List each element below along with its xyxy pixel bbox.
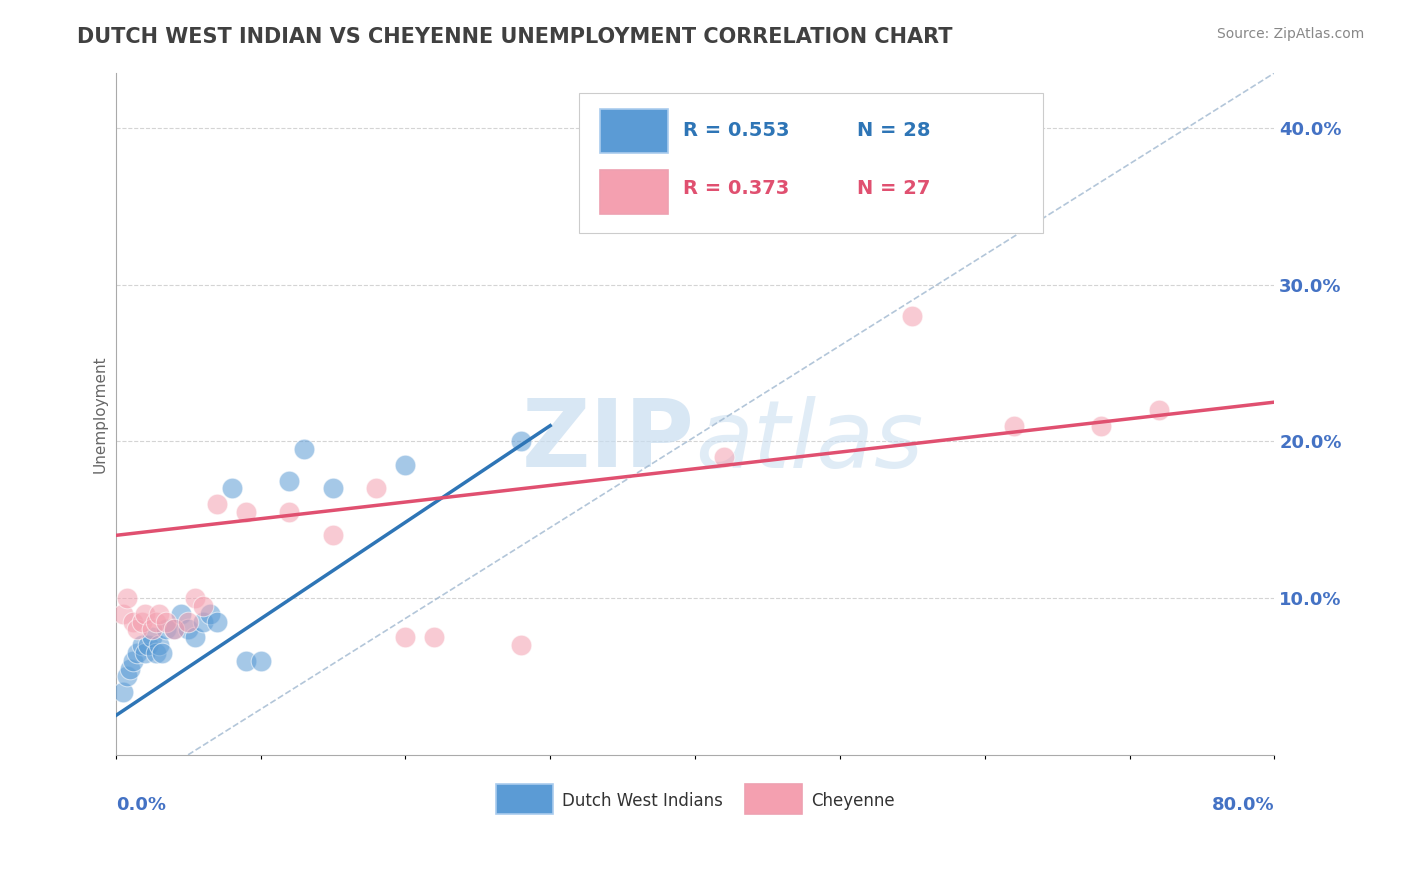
Point — [184, 630, 207, 644]
Point — [198, 607, 221, 621]
Point — [177, 623, 200, 637]
Point — [292, 442, 315, 457]
Point — [901, 309, 924, 323]
Point — [510, 638, 533, 652]
Point — [170, 607, 193, 621]
Point — [162, 623, 184, 637]
FancyBboxPatch shape — [600, 170, 668, 214]
Point — [162, 623, 184, 637]
Point — [177, 615, 200, 629]
Point — [150, 646, 173, 660]
FancyBboxPatch shape — [496, 784, 553, 814]
FancyBboxPatch shape — [600, 109, 668, 153]
Point — [145, 615, 167, 629]
Point — [205, 497, 228, 511]
Point — [131, 615, 153, 629]
Text: DUTCH WEST INDIAN VS CHEYENNE UNEMPLOYMENT CORRELATION CHART: DUTCH WEST INDIAN VS CHEYENNE UNEMPLOYME… — [77, 27, 953, 46]
Point — [235, 654, 257, 668]
Text: R = 0.553: R = 0.553 — [683, 120, 790, 140]
Point — [394, 458, 416, 472]
Point — [510, 434, 533, 449]
Point — [1002, 418, 1025, 433]
Point — [155, 615, 177, 629]
Point — [191, 599, 214, 613]
Text: Cheyenne: Cheyenne — [811, 792, 894, 810]
Point — [191, 615, 214, 629]
Point — [141, 623, 163, 637]
Point — [322, 528, 344, 542]
Text: N = 28: N = 28 — [858, 120, 931, 140]
Point — [122, 615, 145, 629]
Point — [134, 607, 156, 621]
Point — [120, 662, 142, 676]
Point — [205, 615, 228, 629]
Point — [127, 623, 149, 637]
Point — [155, 623, 177, 637]
Point — [117, 669, 139, 683]
Point — [127, 646, 149, 660]
Point — [184, 591, 207, 605]
Point — [111, 685, 134, 699]
Point — [713, 450, 735, 464]
Point — [148, 607, 170, 621]
Text: Source: ZipAtlas.com: Source: ZipAtlas.com — [1216, 27, 1364, 41]
Point — [122, 654, 145, 668]
Text: Dutch West Indians: Dutch West Indians — [562, 792, 723, 810]
Text: 0.0%: 0.0% — [115, 796, 166, 814]
Point — [117, 591, 139, 605]
Text: atlas: atlas — [695, 396, 924, 487]
Point — [136, 638, 159, 652]
Text: 80.0%: 80.0% — [1212, 796, 1274, 814]
Text: R = 0.373: R = 0.373 — [683, 178, 790, 198]
Y-axis label: Unemployment: Unemployment — [93, 355, 107, 473]
Point — [134, 646, 156, 660]
Point — [366, 481, 388, 495]
Point — [111, 607, 134, 621]
Point — [423, 630, 446, 644]
Text: ZIP: ZIP — [522, 395, 695, 487]
Point — [394, 630, 416, 644]
Point — [1090, 418, 1112, 433]
Point — [322, 481, 344, 495]
Point — [235, 505, 257, 519]
Point — [148, 638, 170, 652]
Point — [278, 505, 301, 519]
Point — [1147, 403, 1170, 417]
Point — [141, 630, 163, 644]
Point — [131, 638, 153, 652]
Text: N = 27: N = 27 — [858, 178, 931, 198]
Point — [221, 481, 243, 495]
FancyBboxPatch shape — [745, 784, 801, 814]
Point — [278, 474, 301, 488]
Point — [145, 646, 167, 660]
FancyBboxPatch shape — [579, 94, 1043, 233]
Point — [249, 654, 271, 668]
